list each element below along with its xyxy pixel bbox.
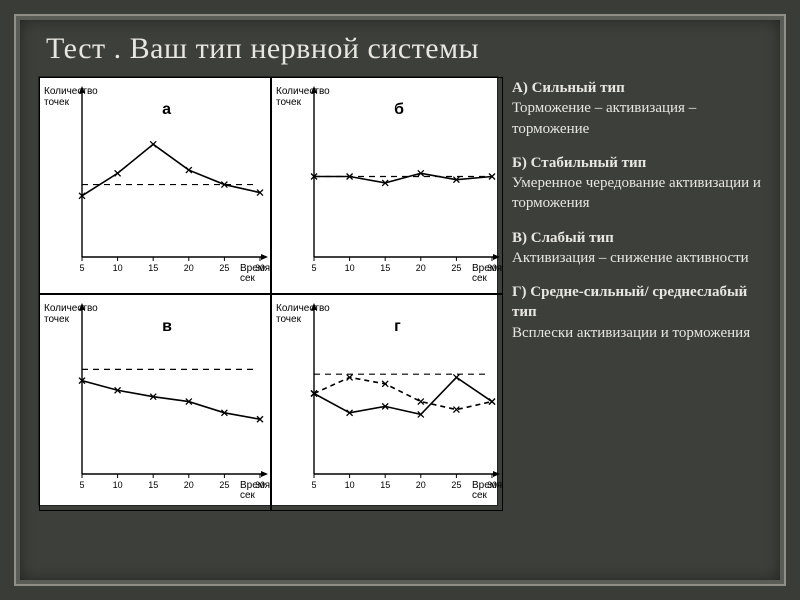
svg-text:10: 10: [345, 480, 355, 490]
svg-text:20: 20: [416, 263, 426, 273]
svg-text:5: 5: [79, 263, 84, 273]
svg-text:5: 5: [79, 480, 84, 490]
legend-panel: А) Сильный тип Торможение – активизация –…: [512, 76, 762, 506]
legend-label: В) Слабый тип: [512, 230, 614, 246]
svg-text:15: 15: [380, 263, 390, 273]
svg-text:Количествоточек: Количествоточек: [276, 86, 330, 108]
legend-item: А) Сильный тип Торможение – активизация –…: [512, 78, 762, 139]
legend-desc: Торможение – активизация – торможение: [512, 100, 696, 136]
legend-label: А) Сильный тип: [512, 80, 625, 96]
svg-text:Времясек: Времясек: [472, 263, 502, 284]
svg-text:Времясек: Времясек: [240, 480, 270, 501]
svg-text:а: а: [162, 101, 171, 118]
svg-text:25: 25: [219, 480, 229, 490]
legend-item: Г) Средне-сильный/ среднеслабый тип Вспле…: [512, 282, 762, 343]
svg-text:15: 15: [380, 480, 390, 490]
legend-item: Б) Стабильный тип Умеренное чередование а…: [512, 153, 762, 214]
legend-desc: Активизация – снижение активности: [512, 250, 749, 266]
svg-text:10: 10: [113, 263, 123, 273]
chart-panel-б: 51015202530КоличествоточекВремясекб: [271, 77, 503, 294]
svg-text:20: 20: [416, 480, 426, 490]
svg-text:10: 10: [113, 480, 123, 490]
svg-text:5: 5: [311, 480, 316, 490]
svg-text:г: г: [394, 318, 401, 335]
chart-panel-а: 51015202530КоличествоточекВремясека: [39, 77, 271, 294]
legend-item: В) Слабый тип Активизация – снижение акти…: [512, 228, 762, 269]
svg-text:25: 25: [451, 263, 461, 273]
charts-grid: 51015202530КоличествоточекВремясека51015…: [38, 76, 498, 506]
svg-text:15: 15: [148, 480, 158, 490]
svg-text:Количествоточек: Количествоточек: [276, 303, 330, 325]
svg-text:Времясек: Времясек: [240, 263, 270, 284]
svg-text:25: 25: [219, 263, 229, 273]
svg-text:25: 25: [451, 480, 461, 490]
svg-text:10: 10: [345, 263, 355, 273]
svg-text:5: 5: [311, 263, 316, 273]
svg-text:Количествоточек: Количествоточек: [44, 303, 98, 325]
chart-panel-в: 51015202530КоличествоточекВремясекв: [39, 294, 271, 511]
legend-label: Б) Стабильный тип: [512, 155, 646, 171]
svg-text:Времясек: Времясек: [472, 480, 502, 501]
legend-desc: Всплески активизации и торможения: [512, 325, 750, 341]
svg-text:20: 20: [184, 263, 194, 273]
svg-text:в: в: [162, 318, 172, 335]
svg-text:15: 15: [148, 263, 158, 273]
svg-text:Количествоточек: Количествоточек: [44, 86, 98, 108]
svg-text:20: 20: [184, 480, 194, 490]
chart-panel-г: 51015202530КоличествоточекВремясекг: [271, 294, 503, 511]
legend-desc: Умеренное чередование активизации и торм…: [512, 175, 761, 211]
legend-label: Г) Средне-сильный/ среднеслабый тип: [512, 284, 747, 320]
page-title: Тест . Ваш тип нервной системы: [16, 16, 784, 76]
svg-text:б: б: [394, 101, 404, 118]
